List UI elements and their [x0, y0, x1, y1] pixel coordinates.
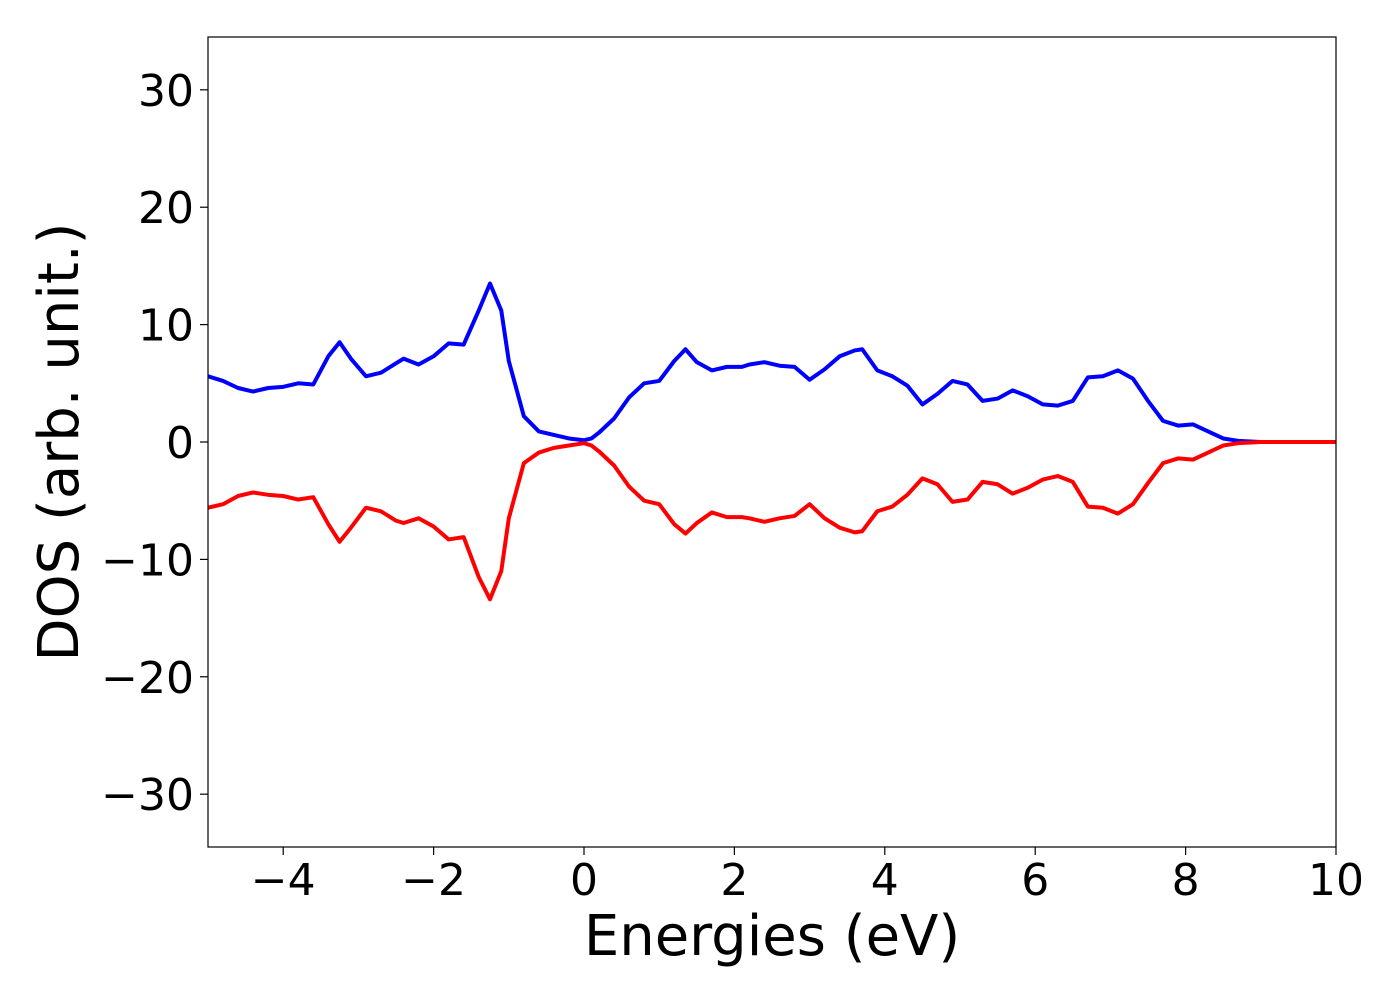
y-tick-label: 30	[138, 66, 194, 117]
x-tick-label: 2	[720, 855, 748, 906]
y-tick-label: 20	[138, 183, 194, 234]
x-tick-label: 4	[871, 855, 899, 906]
y-axis-label: DOS (arb. unit.)	[27, 222, 92, 661]
y-tick-label: −10	[101, 535, 194, 586]
x-axis-label: Energies (eV)	[584, 904, 960, 969]
y-tick-label: 10	[138, 301, 194, 352]
x-tick-label: 0	[570, 855, 598, 906]
x-tick-label: −2	[401, 855, 466, 906]
plot-lines	[208, 281, 1336, 602]
line-series	[208, 281, 1336, 444]
y-tick-label: 0	[166, 418, 194, 469]
x-tick-label: 10	[1308, 855, 1364, 906]
axes-frame	[207, 36, 1337, 848]
line-series	[208, 440, 1336, 602]
x-tick-label: 8	[1172, 855, 1200, 906]
x-tick-label: −4	[251, 855, 316, 906]
x-tick-label: 6	[1021, 855, 1049, 906]
y-tick-label: −30	[101, 770, 194, 821]
y-tick-label: −20	[101, 653, 194, 704]
